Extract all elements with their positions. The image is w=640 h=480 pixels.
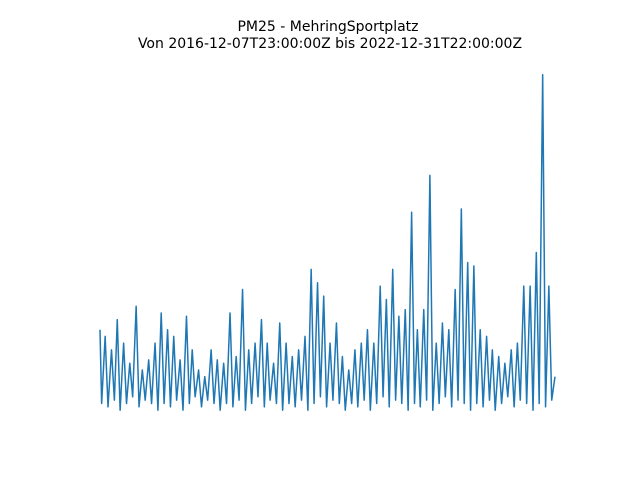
chart-title: PM25 - MehringSportplatz <box>237 19 418 35</box>
chart-subtitle: Von 2016-12-07T23:00:00Z bis 2022-12-31T… <box>138 36 522 52</box>
data-line <box>99 74 556 411</box>
